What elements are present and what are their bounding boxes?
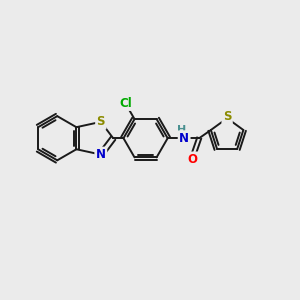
Text: N: N	[179, 132, 189, 145]
Text: S: S	[97, 116, 105, 128]
Text: H: H	[177, 125, 186, 135]
Text: Cl: Cl	[119, 97, 132, 110]
Text: N: N	[96, 148, 106, 161]
Text: S: S	[223, 110, 231, 123]
Text: O: O	[188, 153, 197, 166]
